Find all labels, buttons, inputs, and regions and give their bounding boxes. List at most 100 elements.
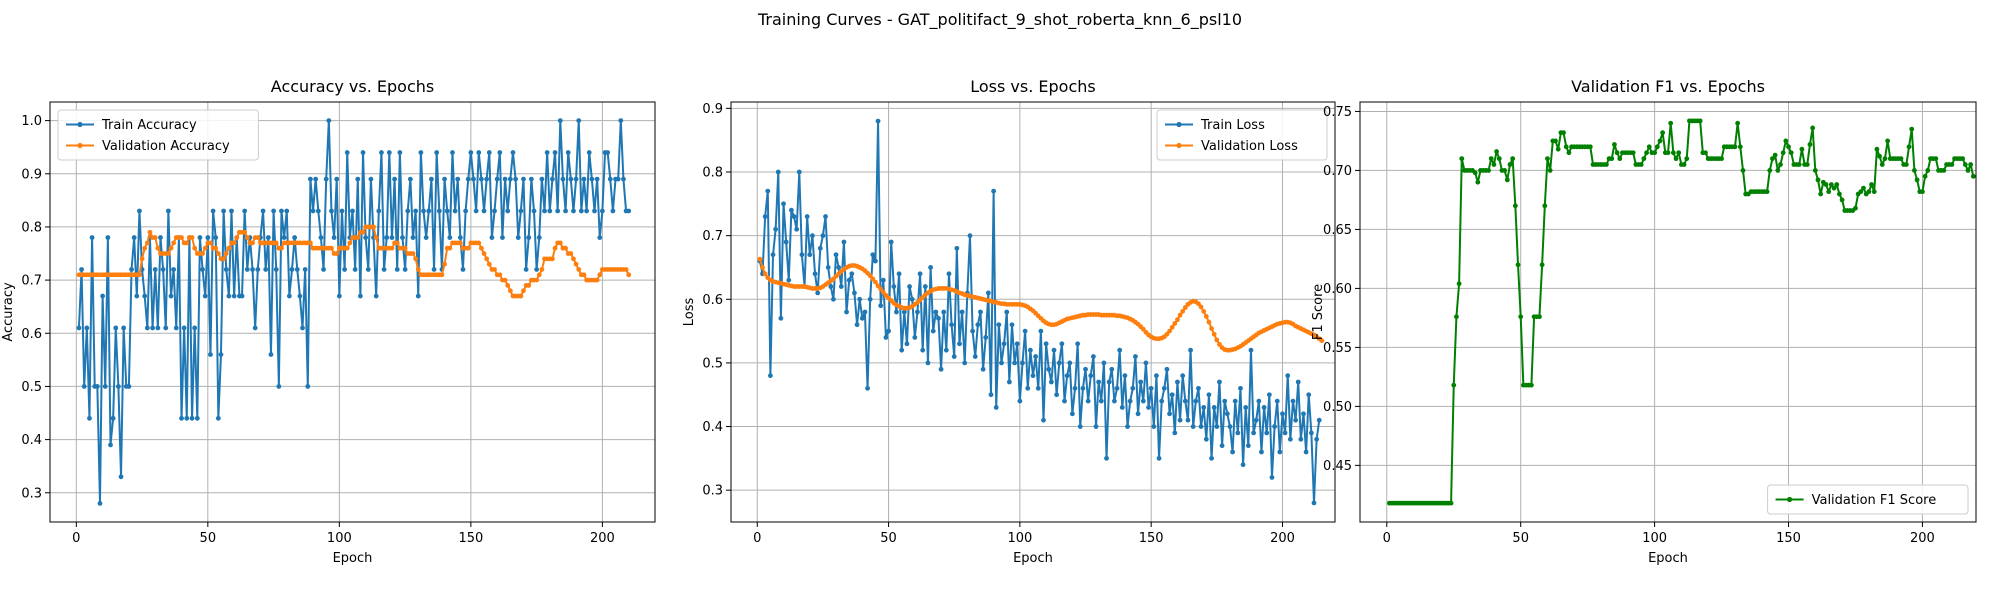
data-point — [252, 325, 258, 331]
data-point — [1810, 125, 1816, 131]
data-point — [507, 176, 513, 182]
data-point — [1676, 150, 1682, 156]
data-point — [1553, 138, 1558, 144]
data-point — [478, 176, 484, 182]
data-point — [1161, 385, 1167, 391]
data-point — [592, 208, 597, 214]
y-tick-label: 0.6 — [702, 293, 723, 308]
series-line — [758, 120, 1321, 504]
data-point — [1837, 191, 1842, 197]
data-point — [421, 208, 426, 214]
data-point — [402, 267, 408, 272]
data-point — [384, 235, 390, 240]
data-point — [255, 235, 261, 240]
data-point — [465, 176, 471, 182]
data-point — [1119, 405, 1125, 410]
data-point — [452, 208, 458, 214]
y-tick-label: 0.5 — [21, 380, 42, 395]
data-point — [478, 245, 484, 251]
x-tick-label: 200 — [590, 531, 615, 546]
data-point — [1788, 150, 1794, 156]
y-tick-label: 0.4 — [702, 420, 723, 435]
data-point — [271, 208, 276, 214]
x-tick-label: 0 — [753, 531, 761, 546]
data-point — [550, 176, 555, 182]
data-point — [791, 214, 797, 219]
data-point — [1719, 156, 1724, 162]
data-point — [410, 251, 416, 256]
data-point — [1169, 392, 1175, 398]
data-point — [1311, 500, 1317, 506]
data-point — [1182, 398, 1188, 404]
data-point — [1290, 398, 1296, 404]
data-point — [938, 366, 944, 372]
data-point — [79, 267, 84, 272]
data-point — [534, 267, 540, 272]
data-point — [302, 267, 308, 272]
data-point — [250, 267, 255, 272]
data-point — [1448, 500, 1454, 506]
data-point — [447, 235, 453, 240]
data-point — [536, 272, 542, 278]
data-point — [1786, 144, 1791, 150]
data-point — [313, 176, 319, 182]
data-point — [379, 150, 384, 155]
data-point — [1828, 182, 1834, 187]
data-point — [513, 176, 518, 182]
data-point — [542, 208, 547, 214]
x-tick-label: 200 — [1270, 531, 1295, 546]
data-point — [1668, 120, 1674, 126]
data-point — [423, 235, 429, 240]
data-point — [1175, 379, 1180, 385]
data-point — [355, 176, 361, 182]
data-point — [810, 233, 815, 239]
data-point — [1104, 455, 1109, 461]
data-point — [489, 235, 495, 240]
data-point — [152, 235, 158, 240]
data-point — [1043, 341, 1049, 347]
data-point — [457, 240, 463, 246]
data-point — [415, 293, 421, 299]
data-point — [804, 214, 810, 219]
data-point — [1091, 354, 1096, 359]
data-point — [139, 256, 145, 262]
data-point — [789, 207, 794, 213]
data-point — [1861, 185, 1866, 191]
legend: Validation F1 Score — [1767, 484, 1969, 515]
data-point — [1098, 398, 1104, 404]
data-point — [1909, 126, 1915, 132]
data-point — [568, 176, 574, 182]
data-point — [1274, 398, 1280, 404]
data-point — [1140, 326, 1146, 332]
data-point — [515, 235, 521, 240]
data-point — [1256, 398, 1262, 404]
data-point — [1251, 430, 1256, 436]
data-point — [468, 150, 474, 155]
data-point — [1839, 197, 1845, 203]
x-tick-label: 200 — [1910, 531, 1935, 546]
data-point — [492, 267, 497, 272]
figure-suptitle: Training Curves - GAT_politifact_9_shot_… — [757, 10, 1242, 30]
data-point — [941, 309, 947, 315]
data-point — [1807, 142, 1813, 147]
data-point — [400, 235, 405, 240]
data-point — [229, 208, 234, 214]
data-point — [318, 235, 324, 240]
data-point — [210, 208, 216, 214]
data-point — [972, 354, 978, 359]
data-point — [1507, 162, 1513, 167]
data-point — [94, 384, 100, 389]
legend-swatch-marker — [1176, 142, 1182, 149]
data-point — [1933, 156, 1939, 162]
data-point — [315, 208, 321, 214]
data-point — [1022, 328, 1028, 334]
data-point — [626, 272, 632, 278]
legend-swatch-marker — [77, 121, 83, 128]
data-point — [1209, 326, 1214, 331]
data-point — [158, 235, 163, 240]
data-point — [1198, 304, 1204, 310]
data-point — [336, 293, 342, 299]
data-point — [447, 245, 453, 251]
data-point — [1853, 205, 1858, 211]
y-tick-label: 0.70 — [1323, 164, 1352, 179]
